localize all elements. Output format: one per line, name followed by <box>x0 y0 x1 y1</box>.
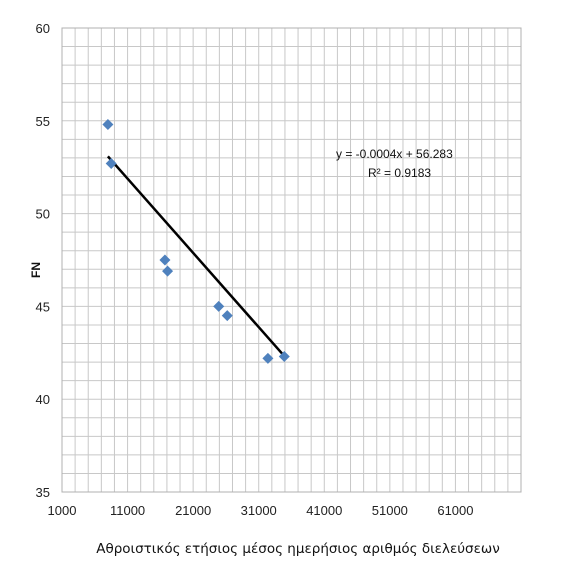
x-tick-label: 1000 <box>48 503 77 518</box>
data-point <box>278 351 290 363</box>
trendline-equation: y = -0.0004x + 56.283 <box>336 147 453 161</box>
y-tick-label: 45 <box>36 299 50 314</box>
data-point <box>162 265 174 277</box>
data-point <box>213 300 225 312</box>
y-axis-ticks: 35 40 45 50 55 60 <box>36 21 50 500</box>
plot-frame <box>61 27 522 493</box>
x-tick-label: 31000 <box>241 503 277 518</box>
x-axis-ticks: 1000 11000 21000 31000 41000 51000 61000 <box>48 503 474 518</box>
x-tick-label: 51000 <box>372 503 408 518</box>
data-point <box>221 310 233 322</box>
y-axis-title: FN <box>29 262 43 278</box>
y-tick-label: 35 <box>36 485 50 500</box>
trendline-r2: R² = 0.9183 <box>368 166 431 180</box>
x-tick-label: 11000 <box>110 503 145 518</box>
data-point <box>105 157 117 169</box>
trendline <box>106 155 286 358</box>
x-axis-title: Αθροιστικός ετήσιος μέσος ημερήσιος αριθ… <box>96 541 500 557</box>
y-tick-label: 60 <box>36 21 50 36</box>
y-tick-label: 50 <box>36 207 50 222</box>
x-tick-label: 61000 <box>437 503 473 518</box>
data-point <box>159 254 171 266</box>
data-point <box>102 119 114 131</box>
y-tick-label: 40 <box>36 392 50 407</box>
x-tick-label: 41000 <box>306 503 342 518</box>
data-points <box>102 119 290 364</box>
data-point <box>262 352 274 364</box>
y-tick-label: 55 <box>36 114 50 129</box>
x-tick-label: 21000 <box>175 503 211 518</box>
grid <box>61 27 522 493</box>
